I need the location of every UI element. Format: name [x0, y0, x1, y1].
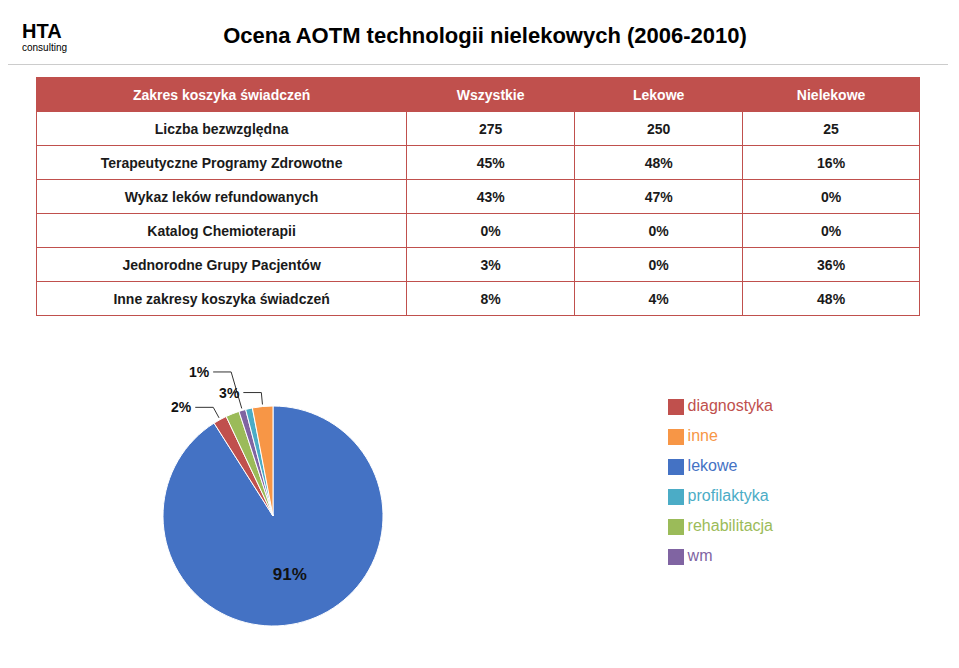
html-text:consulting: consulting: [22, 41, 67, 53]
html-text:45%: 45%: [476, 154, 505, 171]
html-text:wm: wm: [687, 547, 713, 564]
html-text:0%: 0%: [648, 222, 669, 239]
html-text:Nielekowe: Nielekowe: [796, 86, 866, 103]
html-text:Terapeutyczne Programy Zdrowot: Terapeutyczne Programy Zdrowotne: [100, 154, 343, 171]
html-text:48%: 48%: [817, 290, 846, 307]
html-text:275: 275: [479, 120, 503, 137]
svg-text:3%: 3%: [219, 385, 240, 401]
html-text:Inne zakresy koszyka świadczeń: Inne zakresy koszyka świadczeń: [113, 290, 330, 307]
html-text:0%: 0%: [821, 222, 842, 239]
html-text:25: 25: [823, 120, 839, 137]
svg-text:2%: 2%: [171, 399, 192, 415]
html-text:HTA: HTA: [22, 19, 62, 42]
html-text:Jednorodne Grupy Pacjentów: Jednorodne Grupy Pacjentów: [122, 256, 321, 273]
html-text:0%: 0%: [480, 222, 501, 239]
html-text:Zakres koszyka świadczeń: Zakres koszyka świadczeń: [132, 86, 311, 103]
html-text:36%: 36%: [817, 256, 846, 273]
html-text:inne: inne: [687, 427, 718, 444]
html-text:Liczba bezwzględna: Liczba bezwzględna: [154, 120, 289, 137]
html-text:8%: 8%: [480, 290, 501, 307]
html-text:rehabilitacja: rehabilitacja: [687, 517, 773, 534]
html-text:47%: 47%: [644, 188, 673, 205]
html-text:profilaktyka: profilaktyka: [687, 487, 769, 504]
html-text:250: 250: [647, 120, 671, 137]
html-text:Katalog Chemioterapii: Katalog Chemioterapii: [147, 222, 296, 239]
html-text:48%: 48%: [644, 154, 673, 171]
html-text:0%: 0%: [648, 256, 669, 273]
html-text:diagnostyka: diagnostyka: [687, 397, 773, 414]
svg-text:91%: 91%: [273, 565, 307, 584]
html-text:Wykaz leków refundowanych: Wykaz leków refundowanych: [124, 188, 319, 205]
html-text:0%: 0%: [821, 188, 842, 205]
html-text:43%: 43%: [476, 188, 505, 205]
html-text:3%: 3%: [480, 256, 501, 273]
html-text:4%: 4%: [648, 290, 669, 307]
html-text:16%: 16%: [817, 154, 846, 171]
html-text:lekowe: lekowe: [687, 457, 738, 474]
html-text:Wszystkie: Wszystkie: [456, 86, 525, 103]
html-text:Ocena AOTM technologii nieleko: Ocena AOTM technologii nielekowych (2006…: [223, 23, 747, 48]
svg-text:1%: 1%: [189, 364, 210, 380]
html-text:Lekowe: Lekowe: [633, 86, 685, 103]
